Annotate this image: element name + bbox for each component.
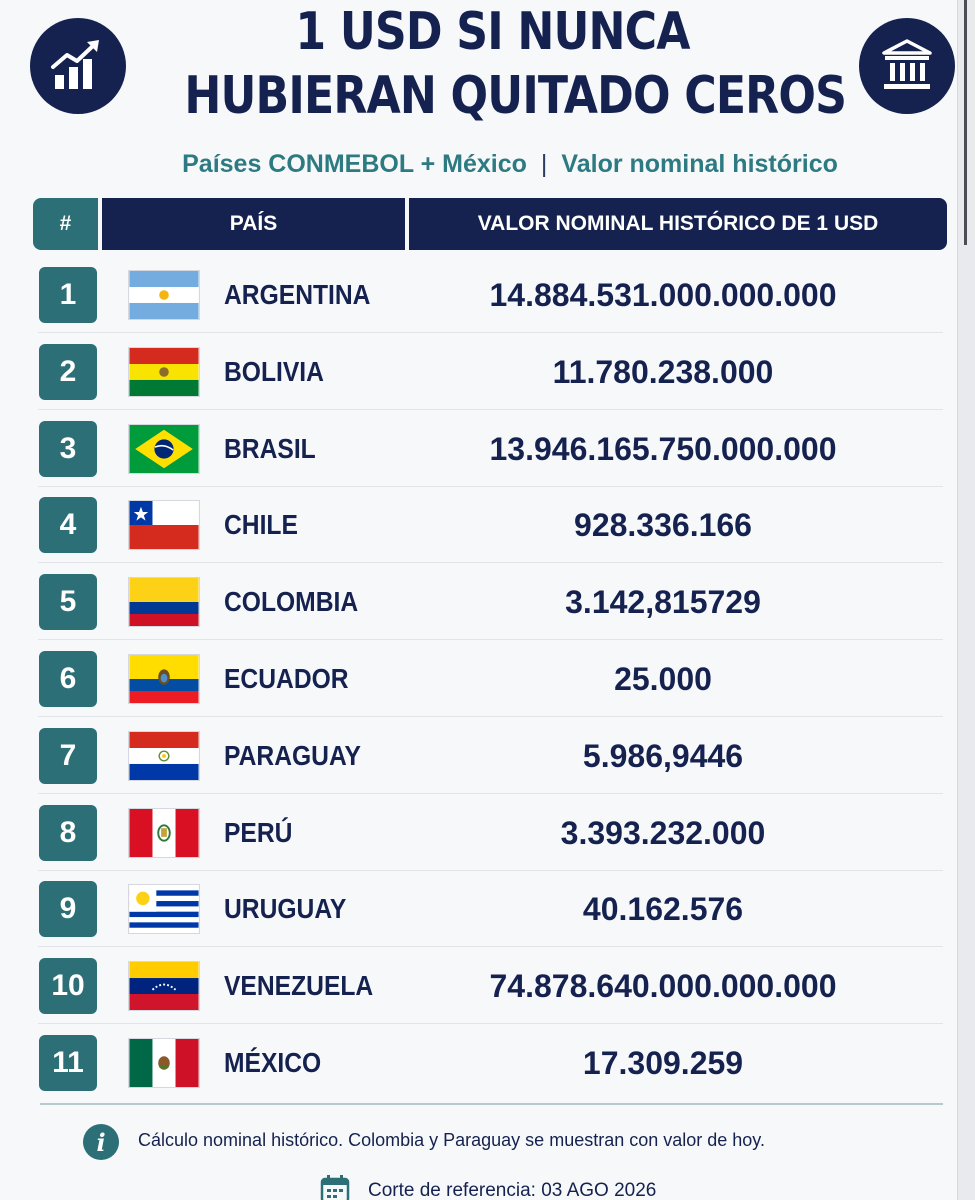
uruguay-flag <box>128 884 200 934</box>
row-rank: 4 <box>39 497 97 553</box>
argentina-flag <box>128 270 200 320</box>
title-line-1: 1 USD SI NUNCA <box>295 2 690 62</box>
row-country: PARAGUAY <box>224 740 361 771</box>
row-value: 14.884.531.000.000.000 <box>489 277 837 313</box>
table-row: 5 COLOMBIA 3.142,815729 <box>38 567 943 640</box>
row-divider <box>38 793 943 794</box>
row-value: 13.946.165.750.000.000 <box>489 431 837 467</box>
row-country: ARGENTINA <box>224 279 371 310</box>
column-header-country: PAÍS <box>102 198 405 250</box>
subtitle: Países CONMEBOL + México | Valor nominal h… <box>100 150 920 179</box>
table-row: 1 ARGENTINA 14.884.531.000.000.000 <box>38 260 943 333</box>
table-row: 2 BOLIVIA 11.780.238.000 <box>38 337 943 410</box>
row-rank: 3 <box>39 421 97 477</box>
row-divider <box>38 946 943 947</box>
row-value: 25.000 <box>614 661 712 697</box>
colombia-flag <box>128 577 200 627</box>
row-value: 11.780.238.000 <box>552 354 774 390</box>
table-row: 8 PERÚ 3.393.232.000 <box>38 798 943 871</box>
footer-note: Cálculo nominal histórico. Colombia y Pa… <box>138 1130 765 1150</box>
chile-flag <box>128 500 200 550</box>
row-country: VENEZUELA <box>224 970 374 1001</box>
scroll-edge <box>957 0 975 1200</box>
row-divider <box>38 562 943 563</box>
row-rank: 2 <box>39 344 97 400</box>
table-row: 3 BRASIL 13.946.165.750.000.000 <box>38 414 943 487</box>
row-value: 74.878.640.000.000.000 <box>489 968 837 1004</box>
row-value: 5.986,9446 <box>582 738 744 774</box>
row-value: 3.393.232.000 <box>560 815 766 851</box>
table-row: 10 VENEZUELA 74.878.640.000.000.000 <box>38 951 943 1024</box>
table-row: 7 PARAGUAY 5.986,9446 <box>38 721 943 794</box>
row-divider <box>38 870 943 871</box>
row-divider <box>38 409 943 410</box>
row-rank: 10 <box>39 958 97 1014</box>
row-value: 928.336.166 <box>574 507 752 543</box>
row-rank: 8 <box>39 805 97 861</box>
column-header-number: # <box>33 198 98 250</box>
row-country: BRASIL <box>224 433 316 464</box>
row-rank: 5 <box>39 574 97 630</box>
reference-cutoff: Corte de referencia: 03 AGO 2026 <box>368 1180 657 1200</box>
row-country: ECUADOR <box>224 663 349 694</box>
brazil-flag <box>128 424 200 474</box>
page-title: 1 USD SI NUNCA HUBIERAN QUITADO CEROS <box>184 0 847 128</box>
table-row: 4 CHILE 928.336.166 <box>38 490 943 563</box>
footer-divider <box>40 1103 943 1105</box>
row-rank: 6 <box>39 651 97 707</box>
row-divider <box>38 716 943 717</box>
column-header-value: VALOR NOMINAL HISTÓRICO DE 1 USD <box>409 198 947 250</box>
bank-building-icon <box>859 18 955 114</box>
row-country: PERÚ <box>224 817 293 848</box>
row-divider <box>38 1023 943 1024</box>
row-value: 17.309.259 <box>582 1045 744 1081</box>
paraguay-flag <box>128 731 200 781</box>
peru-flag <box>128 808 200 858</box>
table-row: 11 MÉXICO 17.309.259 <box>38 1028 943 1098</box>
ecuador-flag <box>128 654 200 704</box>
row-divider <box>38 486 943 487</box>
row-rank: 11 <box>39 1035 97 1091</box>
bolivia-flag <box>128 347 200 397</box>
subtitle-right: Valor nominal histórico <box>561 150 838 178</box>
venezuela-flag <box>128 961 200 1011</box>
row-rank: 9 <box>39 881 97 937</box>
row-rank: 7 <box>39 728 97 784</box>
row-country: COLOMBIA <box>224 586 359 617</box>
info-icon: i <box>83 1124 119 1160</box>
row-country: BOLIVIA <box>224 356 324 387</box>
row-value: 3.142,815729 <box>565 584 761 620</box>
growth-chart-icon <box>30 18 126 114</box>
row-rank: 1 <box>39 267 97 323</box>
row-divider <box>38 639 943 640</box>
row-country: CHILE <box>224 509 298 540</box>
table-row: 9 URUGUAY 40.162.576 <box>38 874 943 947</box>
subtitle-left: Países CONMEBOL + México <box>182 150 527 178</box>
subtitle-separator: | <box>540 150 548 178</box>
row-divider <box>38 332 943 333</box>
row-country: URUGUAY <box>224 893 347 924</box>
mexico-flag <box>128 1038 200 1088</box>
row-value: 40.162.576 <box>582 891 744 927</box>
row-country: MÉXICO <box>224 1047 322 1078</box>
calendar-icon <box>320 1175 350 1200</box>
title-line-2: HUBIERAN QUITADO CEROS <box>184 66 847 126</box>
table-row: 6 ECUADOR 25.000 <box>38 644 943 717</box>
